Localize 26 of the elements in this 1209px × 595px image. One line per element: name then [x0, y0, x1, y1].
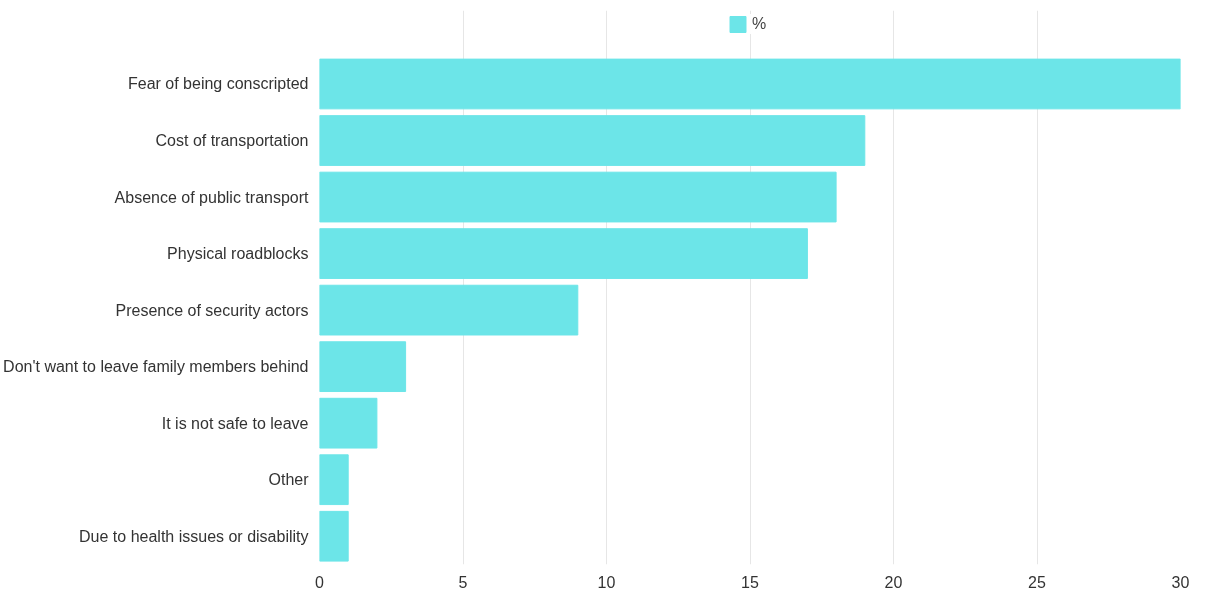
bar: [319, 341, 407, 393]
bar: [319, 397, 378, 449]
bar: [319, 510, 349, 562]
bar: [319, 115, 866, 166]
x-tick-label: 0: [315, 573, 325, 591]
x-tick-label: 10: [597, 573, 616, 591]
bar: [319, 58, 1181, 110]
y-tick-label: Presence of security actors: [115, 301, 309, 319]
x-tick-label: 20: [884, 573, 903, 591]
bar: [319, 284, 579, 336]
y-tick-label: Absence of public transport: [114, 188, 310, 206]
y-tick-label: Due to health issues or disability: [79, 527, 309, 545]
y-tick-label: Fear of being conscripted: [127, 75, 309, 93]
y-tick-label: Cost of transportation: [155, 132, 309, 150]
bar: [319, 228, 808, 279]
y-tick-label: Don't want to leave family members behind: [3, 358, 309, 376]
x-tick-label: 25: [1028, 573, 1046, 591]
bar: [319, 454, 349, 506]
x-tick-label: 15: [741, 573, 759, 591]
y-tick-label: Other: [268, 471, 310, 489]
legend-label: %: [752, 15, 768, 33]
y-tick-label: It is not safe to leave: [161, 414, 309, 432]
x-tick-label: 30: [1171, 573, 1190, 591]
y-tick-label: Physical roadblocks: [167, 245, 309, 263]
x-tick-label: 5: [458, 573, 468, 591]
bar: [319, 171, 837, 223]
